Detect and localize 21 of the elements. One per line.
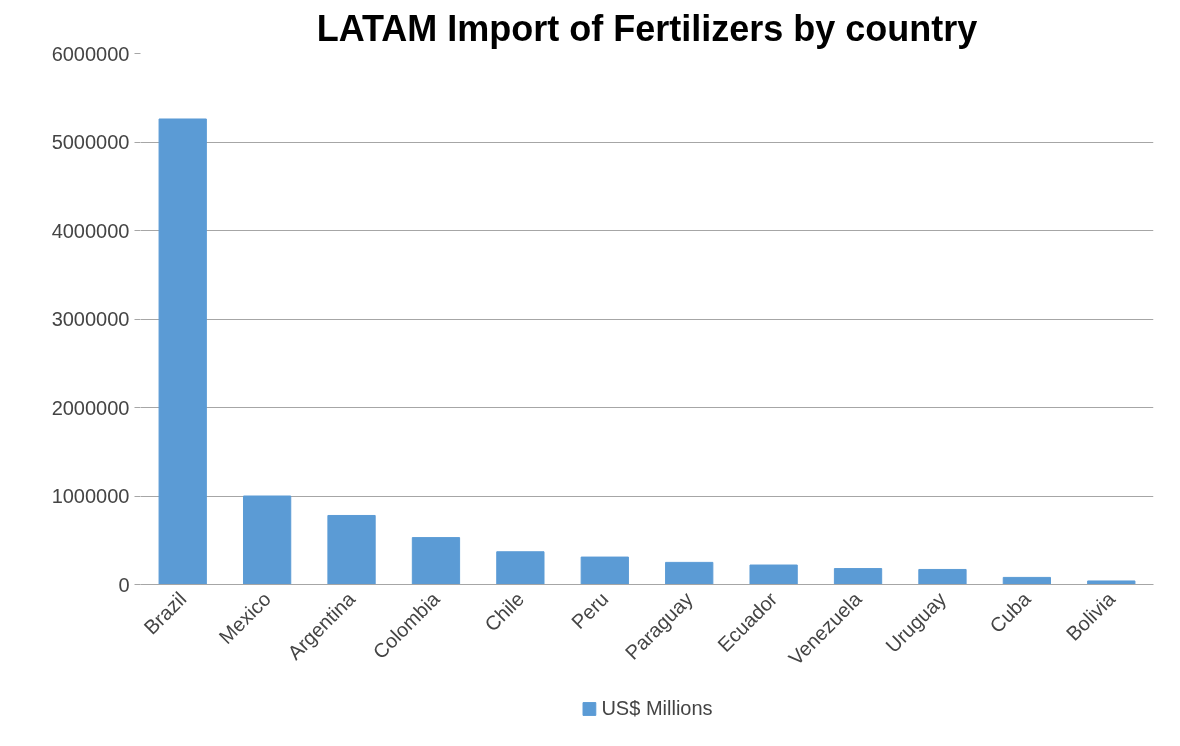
bar xyxy=(833,568,883,585)
legend-label: US$ Millions xyxy=(601,696,713,720)
bar xyxy=(1087,580,1136,585)
bar xyxy=(1002,576,1052,585)
y-tick-label: 5000000 xyxy=(51,131,130,153)
bar xyxy=(411,537,461,585)
chart-title: LATAM Import of Fertilizers by country xyxy=(316,7,978,49)
bar xyxy=(327,514,376,585)
bar xyxy=(242,495,292,585)
bar xyxy=(665,561,714,585)
bar xyxy=(496,551,545,585)
bar xyxy=(749,564,798,585)
y-tick-label: 3000000 xyxy=(51,308,130,330)
y-tick-label: 6000000 xyxy=(51,42,130,65)
y-tick-label: 0 xyxy=(118,573,130,596)
bar xyxy=(580,556,629,585)
bar xyxy=(918,568,967,585)
bar xyxy=(158,118,207,585)
y-tick-label: 4000000 xyxy=(51,219,130,242)
y-tick-label: 1000000 xyxy=(51,485,130,507)
y-tick-label: 2000000 xyxy=(51,396,130,419)
